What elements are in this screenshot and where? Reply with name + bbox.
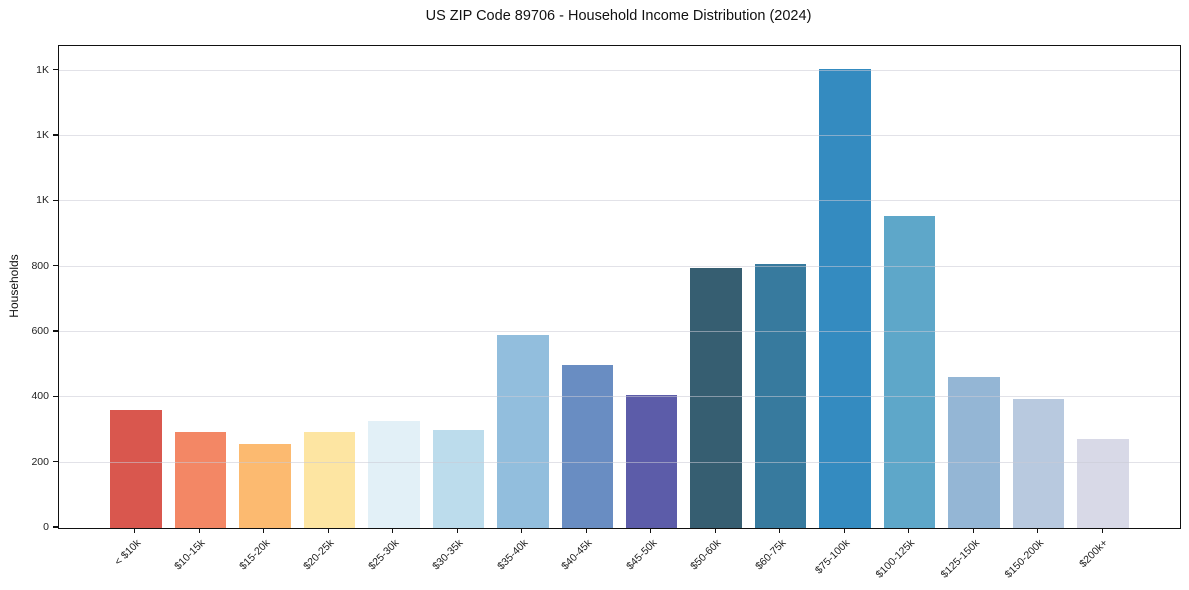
bar [1012, 398, 1065, 528]
gridline [59, 265, 1180, 267]
bar [174, 431, 227, 528]
x-tick-mark [134, 528, 136, 533]
bar [948, 377, 1000, 528]
plot-area [58, 45, 1181, 529]
bar [110, 410, 162, 528]
x-tick-mark [263, 528, 265, 533]
bar [432, 430, 485, 528]
x-tick-mark [779, 528, 781, 533]
x-tick-mark [521, 528, 523, 533]
bar [1077, 438, 1129, 528]
gridline [59, 461, 1180, 463]
bar [368, 420, 420, 528]
gridline [59, 200, 1180, 202]
y-tick-label: 1K [36, 128, 49, 141]
y-tick-mark [53, 526, 58, 528]
y-tick-mark [53, 68, 58, 71]
bar [497, 335, 549, 528]
bar [819, 69, 871, 528]
x-tick-mark [327, 528, 329, 533]
x-tick-mark [198, 528, 200, 533]
y-tick-mark [53, 461, 58, 463]
y-tick-mark [53, 330, 58, 332]
x-tick-mark [843, 528, 845, 533]
x-tick-mark [392, 528, 394, 533]
y-tick-mark [53, 395, 58, 397]
gridline [59, 69, 1180, 71]
y-tick-label: 800 [31, 259, 49, 272]
x-tick-mark [908, 528, 910, 533]
bar [239, 444, 291, 528]
x-tick-mark [1037, 528, 1039, 533]
y-tick-mark [53, 265, 58, 267]
bar [690, 268, 742, 528]
bar [625, 394, 678, 528]
y-tick-label: 1K [36, 194, 49, 207]
y-tick-label: 600 [31, 324, 49, 337]
x-tick-mark [456, 528, 458, 533]
bar [754, 264, 807, 528]
bar [303, 431, 356, 528]
x-tick-mark [714, 528, 716, 533]
gridline [59, 134, 1180, 136]
y-tick-label: 0 [43, 521, 49, 533]
x-tick-mark [585, 528, 587, 533]
y-tick-label: 400 [31, 390, 49, 403]
x-tick-mark [972, 528, 974, 533]
y-tick-mark [53, 199, 58, 201]
chart-title: US ZIP Code 89706 - Household Income Dis… [425, 8, 812, 24]
bar [561, 365, 614, 528]
y-tick-mark [53, 134, 58, 136]
x-tick-mark [650, 528, 652, 533]
x-tick-mark [1101, 528, 1103, 533]
y-tick-label: 200 [31, 455, 49, 468]
gridline [59, 396, 1180, 398]
y-tick-label: 1K [36, 63, 49, 76]
gridline [59, 330, 1180, 332]
bar [883, 215, 936, 528]
